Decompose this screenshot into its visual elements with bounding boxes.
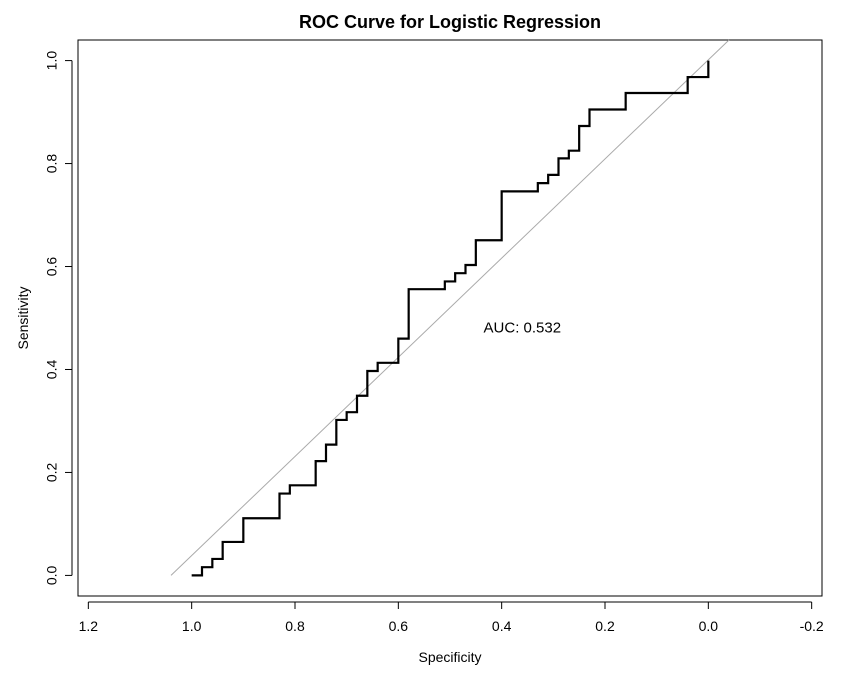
x-tick-label: 0.8 [285, 618, 305, 634]
x-axis: 1.2 1.0 0.8 0.6 0.4 0.2 0.0 -0.2 [79, 601, 824, 634]
auc-annotation: AUC: 0.532 [484, 319, 562, 336]
x-axis-label: Specificity [418, 649, 481, 665]
y-tick-label: 1.0 [44, 51, 60, 71]
y-tick-label: 0.8 [44, 154, 60, 174]
x-tick-label: -0.2 [800, 618, 824, 634]
curve-layer [191, 60, 710, 577]
y-tick-label: 0.0 [44, 565, 60, 585]
y-axis-label: Sensitivity [15, 286, 31, 349]
x-tick-label: 1.2 [79, 618, 99, 634]
y-tick-label: 0.6 [44, 257, 60, 277]
plot-frame [77, 39, 823, 597]
x-tick-label: 0.4 [492, 618, 512, 634]
reference-layer [170, 39, 730, 576]
x-tick-label: 0.2 [595, 618, 615, 634]
y-tick-label: 0.4 [44, 360, 60, 380]
chart-title: ROC Curve for Logistic Regression [299, 12, 601, 32]
x-tick-label: 0.0 [699, 618, 719, 634]
y-axis: 0.0 0.2 0.4 0.6 0.8 1.0 [44, 51, 73, 585]
x-tick-label: 1.0 [182, 618, 202, 634]
roc-curve-line [191, 60, 710, 577]
reference-diagonal-line [170, 39, 730, 576]
x-tick-label: 0.6 [389, 618, 409, 634]
y-tick-label: 0.2 [44, 463, 60, 483]
